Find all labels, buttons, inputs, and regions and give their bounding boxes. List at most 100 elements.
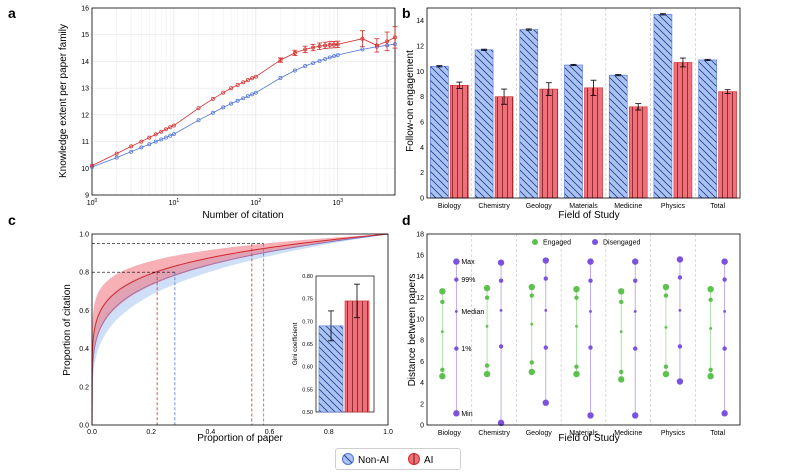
panel-c-ytick: 1.0 <box>79 232 89 239</box>
panel-d-point-engaged <box>707 372 714 380</box>
panel-c-inset-ytick: 0.65 <box>302 342 313 348</box>
panel-d-point-disengaged <box>722 346 727 351</box>
panel-b-ytick: 2 <box>420 170 424 177</box>
panel-a-point <box>235 98 240 103</box>
panel-c-ylabel: Proportion of citation <box>62 284 73 376</box>
panel-d-ytick: 18 <box>416 232 424 239</box>
panel-a-point <box>164 127 168 132</box>
panel-a-point <box>139 145 144 150</box>
panel-b-xtick: Materials <box>569 203 598 210</box>
panel-c-ytick: 0.8 <box>79 270 89 277</box>
panel-c-plot: 0.0 0.2 0.4 0.6 0.8 1.0 0.0 0.2 0.4 0.6 0.8 1.0 0.50… <box>79 232 393 437</box>
panel-a-point <box>393 35 397 40</box>
panel-b-bar-non-ai <box>698 59 717 199</box>
panel-d-annotation-min: Min <box>461 411 472 418</box>
panel-a-frame <box>91 7 396 196</box>
panel-d-point-disengaged <box>453 410 460 417</box>
panel-d-point-engaged <box>483 370 491 378</box>
panel-b-ylabel: Follow-on engagement <box>405 50 416 152</box>
panel-d-point-engaged <box>485 324 489 328</box>
panel-b-ytick: 8 <box>420 94 424 101</box>
panel-d-point-disengaged <box>722 277 727 282</box>
panel-d-point-engaged <box>440 299 445 305</box>
panel-d-xtick: Biology <box>438 430 461 437</box>
panel-b-ytick: 10 <box>416 69 424 76</box>
panel-a-point <box>241 96 246 101</box>
panel-d-point-disengaged <box>589 310 592 313</box>
panel-c-inset-ylabel: Gini coefficient <box>292 323 299 366</box>
panel-a-point <box>114 155 119 160</box>
panel-d-point-engaged <box>528 283 535 291</box>
panel-d-point-disengaged <box>676 378 684 385</box>
panel-a-xtick: 101 <box>169 198 180 207</box>
panel-a-line-non-ai <box>91 43 396 168</box>
panel-b-xtick: Biology <box>438 203 461 210</box>
panel-a-point <box>129 149 134 154</box>
panel-a-point <box>245 94 250 99</box>
panel-d-point-engaged <box>483 284 491 292</box>
panel-a-point <box>153 132 158 137</box>
panel-b-bar-non-ai <box>430 65 449 199</box>
panel-b-bar-ai <box>450 84 469 199</box>
panel-b-bar-non-ai <box>653 14 673 199</box>
panel-b-bar-ai <box>718 91 737 199</box>
figure-legend: Non-AI AI <box>335 448 461 470</box>
panel-d-point-engaged <box>439 372 446 380</box>
panel-a-point <box>245 78 250 83</box>
panel-d-point-disengaged <box>587 258 594 265</box>
panel-a-xtick: 102 <box>251 198 262 207</box>
panel-d-point-disengaged <box>588 278 593 283</box>
panel-b-ytick: 14 <box>416 18 424 25</box>
panel-a-point <box>335 42 340 47</box>
panel-a-point <box>129 144 134 149</box>
panel-d-point-engaged <box>663 293 669 298</box>
panel-b-bar-ai <box>539 88 559 199</box>
panel-a-ytick: 10 <box>81 166 89 173</box>
panel-label-d: d <box>402 212 411 228</box>
panel-a-xlabel: Number of citation <box>202 210 283 221</box>
panel-c-inset-ytick: 0.80 <box>302 274 313 280</box>
panel-d-ytick: 2 <box>420 401 424 408</box>
panel-d-annotation-p99: 99% <box>461 277 475 284</box>
panel-a-point <box>311 61 316 65</box>
panel-a-point <box>164 135 168 140</box>
panel-d-point-disengaged <box>544 309 548 312</box>
panel-d-ytick: 4 <box>420 380 424 387</box>
panel-d-point-engaged <box>664 325 668 329</box>
panel-d-point-disengaged <box>543 345 548 350</box>
panel-c-xtick: 0.6 <box>265 429 275 436</box>
panel-d-point-engaged <box>618 288 625 295</box>
panel-d-point-engaged <box>573 285 580 293</box>
panel-c-ytick: 0.0 <box>79 423 89 430</box>
panel-label-b: b <box>402 5 411 21</box>
panel-d-legend-engaged-marker <box>532 239 538 245</box>
panel-c-inset-bar-ai <box>344 300 370 413</box>
panel-d-point-engaged <box>618 376 625 383</box>
panel-d-point-engaged <box>529 360 534 365</box>
panel-d-point-engaged <box>619 299 624 305</box>
panel-d-point-disengaged <box>633 278 638 283</box>
panel-a-point <box>147 135 152 140</box>
panel-d-legend-disengaged-label: Disengaged <box>603 240 640 247</box>
panel-a-point <box>159 137 164 142</box>
panel-d-point-engaged <box>663 364 669 369</box>
panel-d-point-engaged <box>575 324 578 328</box>
panel-d-point-engaged <box>662 283 670 291</box>
panel-a-point <box>147 142 152 147</box>
panel-d-ytick: 0 <box>420 423 424 430</box>
panel-d-point-disengaged <box>633 346 638 351</box>
panel-b-xtick: Physics <box>661 203 686 210</box>
panel-b-xlabel: Field of Study <box>558 210 619 221</box>
panel-b-bar-ai <box>628 106 648 199</box>
panel-d-point-disengaged <box>497 259 505 266</box>
panel-c-inset-ytick: 0.50 <box>302 410 313 416</box>
panel-c-curve-ai <box>91 233 389 426</box>
panel-d-point-disengaged <box>677 275 683 280</box>
panel-b-plot: 0 2 4 6 8 10 12 14 Biology Chemistry Geology Materi… <box>416 7 741 210</box>
panel-d-point-disengaged <box>678 309 682 312</box>
panel-a-point <box>303 64 308 68</box>
panel-a-xtick: 100 <box>87 198 98 207</box>
panel-b-frame <box>426 7 741 199</box>
panel-d-xtick: Medicine <box>614 430 642 437</box>
